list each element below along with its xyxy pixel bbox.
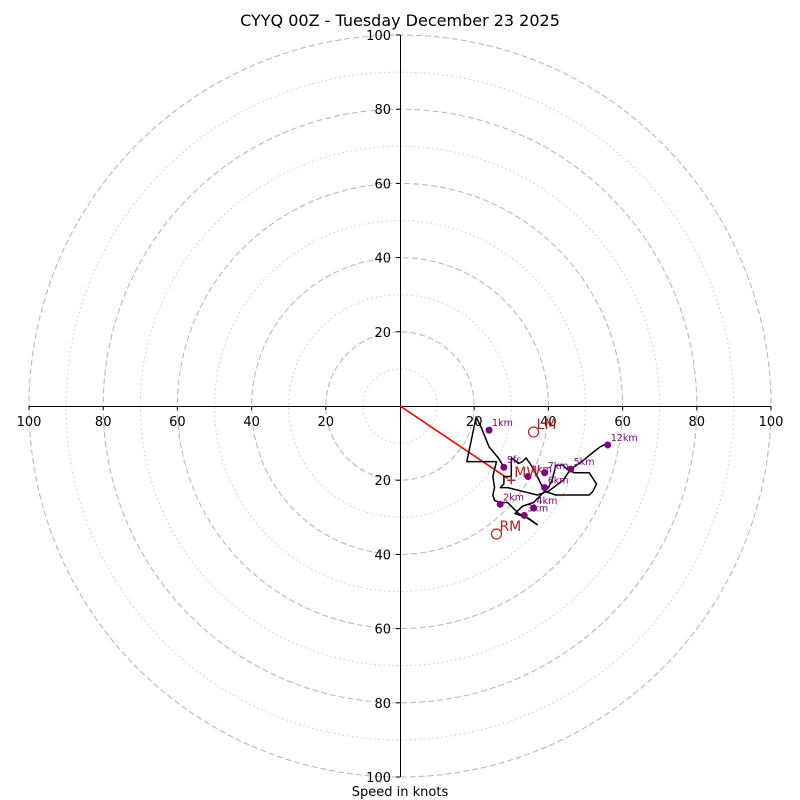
height-marker-label: 2km	[503, 492, 524, 503]
height-marker-label: 12km	[611, 433, 638, 444]
height-marker-label: 8km	[531, 464, 552, 475]
height-marker-label: 5km	[574, 457, 595, 468]
y-tick-label: 80	[374, 697, 391, 712]
height-marker-2km	[496, 500, 504, 508]
y-tick-label: 100	[366, 29, 391, 44]
tick-labels: 100 80 60 40 20 20 40 60 80 100 100 80 60 40 20 20 40 60 8…	[17, 29, 784, 786]
height-marker-1km	[485, 426, 493, 434]
chart-title: CYYQ 00Z - Tuesday December 23 2025	[240, 11, 560, 30]
height-marker-label: 4km	[537, 496, 558, 507]
y-tick-label: 80	[374, 103, 391, 118]
height-marker-5km	[567, 465, 575, 473]
x-tick-label: 20	[466, 415, 483, 430]
y-tick-label: 100	[366, 771, 391, 786]
storm-motion-markers: LM RM MW	[490, 417, 557, 540]
y-tick-label: 60	[374, 623, 391, 638]
height-marker-4km	[530, 504, 538, 512]
right-mover-label: RM	[499, 519, 521, 535]
x-tick-label: 100	[17, 415, 42, 430]
right-mover-marker	[490, 528, 503, 540]
height-marker-label: 7km	[548, 461, 569, 472]
height-marker-8km	[524, 472, 532, 480]
height-marker-sfc	[500, 463, 508, 471]
x-tick-label: 80	[95, 415, 112, 430]
y-tick-label: 40	[374, 548, 391, 563]
left-mover-label: LM	[537, 417, 557, 433]
hodograph-trace	[466, 416, 609, 526]
height-marker-12km	[604, 441, 612, 449]
height-marker-label: 1km	[492, 418, 513, 429]
y-tick-label: 60	[374, 177, 391, 192]
height-marker-6km	[541, 484, 549, 492]
hodograph-line	[466, 416, 609, 526]
x-tick-label: 40	[243, 415, 260, 430]
height-marker-3km	[520, 511, 528, 519]
height-marker-label: Sfc	[507, 455, 522, 466]
x-tick-label: 60	[614, 415, 631, 430]
mean-wind-label: MW	[514, 465, 540, 481]
height-marker-label: 3km	[527, 503, 548, 514]
left-mover-marker	[527, 426, 540, 438]
x-tick-label: 80	[689, 415, 706, 430]
x-tick-label: 60	[169, 415, 186, 430]
y-tick-label: 40	[374, 252, 391, 267]
x-tick-label: 40	[540, 415, 557, 430]
mean-wind-marker	[507, 476, 516, 485]
height-marker-7km	[541, 469, 549, 477]
bulk-shear-line	[399, 405, 509, 480]
height-marker-label: 6km	[548, 476, 569, 487]
x-axis-label: Speed in knots	[352, 785, 449, 800]
x-tick-label: 100	[759, 415, 784, 430]
shear-vector	[399, 405, 509, 480]
x-tick-label: 20	[318, 415, 335, 430]
y-tick-label: 20	[374, 474, 391, 489]
y-tick-label: 20	[374, 326, 391, 341]
